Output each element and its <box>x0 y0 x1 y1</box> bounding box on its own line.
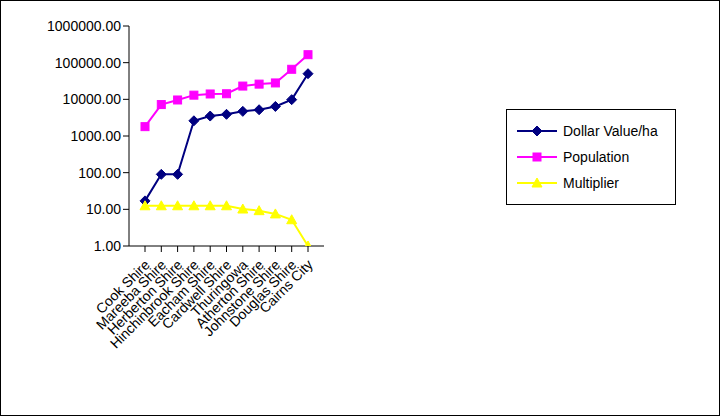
html-text:Dollar Value/ha: Dollar Value/ha <box>563 123 658 139</box>
html-text:Population: Population <box>563 149 630 165</box>
svg-text:Eacham Shire: Eacham Shire <box>144 256 218 330</box>
svg-text:100.00: 100.00 <box>78 165 121 181</box>
svg-text:1000.00: 1000.00 <box>70 128 121 144</box>
svg-text:Thuringowa: Thuringowa <box>187 256 251 320</box>
svg-text:1000000.00: 1000000.00 <box>47 18 121 34</box>
svg-text:Cardwell Shire: Cardwell Shire <box>158 256 235 333</box>
svg-text:Herberton Shire: Herberton Shire <box>104 256 186 338</box>
svg-text:1.00: 1.00 <box>94 238 121 254</box>
svg-text:Johnstone Shire: Johnstone Shire <box>200 256 284 340</box>
svg-text:100000.00: 100000.00 <box>55 55 121 71</box>
svg-text:Mareeba Shire: Mareeba Shire <box>92 256 170 333</box>
svg-text:Atherton Shire: Atherton Shire <box>192 256 267 332</box>
svg-text:Douglas Shire: Douglas Shire <box>226 256 300 330</box>
svg-text:Hinchinbrook Shire: Hinchinbrook Shire <box>106 256 202 352</box>
svg-text:10.00: 10.00 <box>86 201 121 217</box>
svg-text:Cairns City: Cairns City <box>256 256 316 316</box>
svg-text:Cook Shire: Cook Shire <box>92 256 153 317</box>
html-text:Multiplier: Multiplier <box>563 175 619 191</box>
svg-text:10000.00: 10000.00 <box>63 91 122 107</box>
